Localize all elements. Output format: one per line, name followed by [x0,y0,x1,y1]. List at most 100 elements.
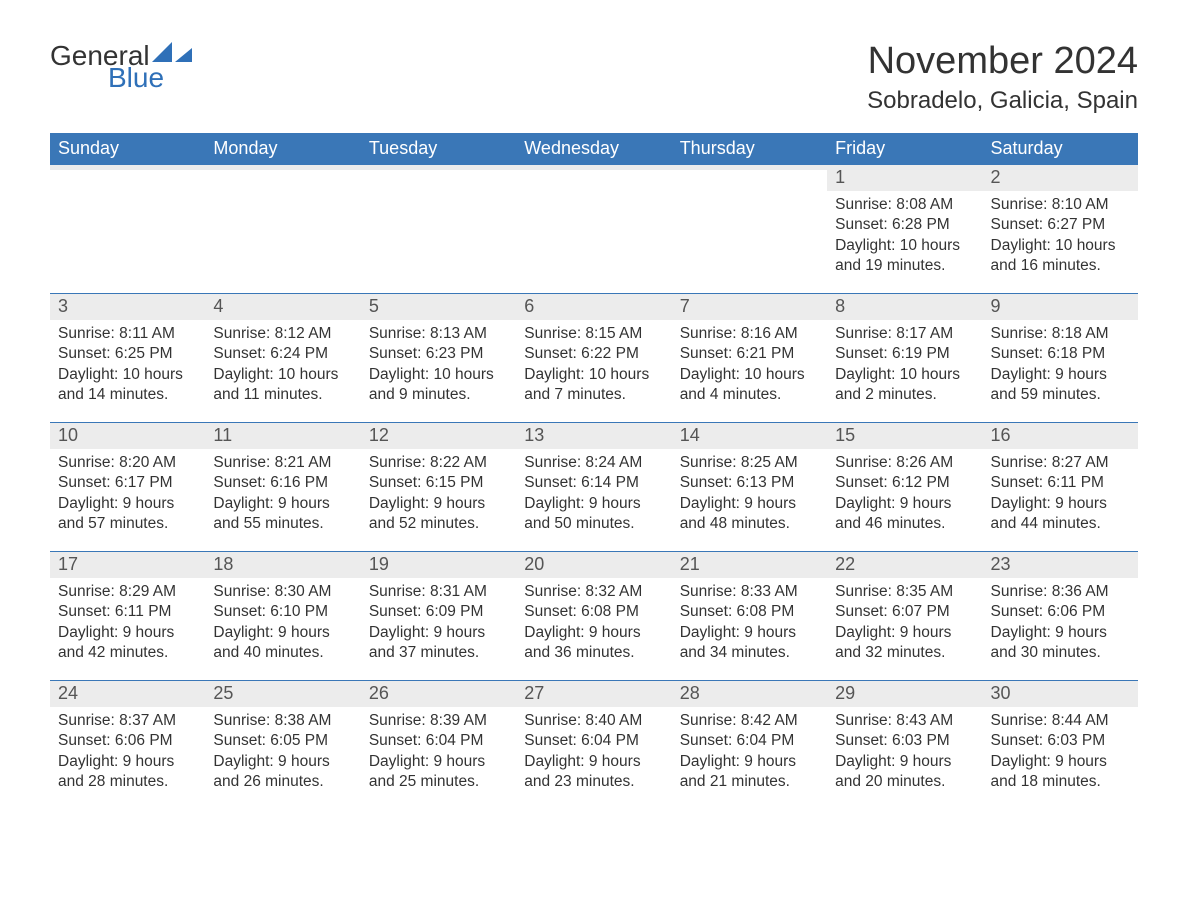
week-row: 24Sunrise: 8:37 AMSunset: 6:06 PMDayligh… [50,680,1138,809]
day-body: Sunrise: 8:31 AMSunset: 6:09 PMDaylight:… [361,578,516,664]
day-number-row [672,165,827,170]
day-number: 28 [680,683,700,703]
day-sunrise: Sunrise: 8:18 AM [991,324,1130,344]
day-sunset: Sunset: 6:27 PM [991,215,1130,235]
day-body: Sunrise: 8:37 AMSunset: 6:06 PMDaylight:… [50,707,205,793]
day-sunrise: Sunrise: 8:25 AM [680,453,819,473]
weekday-header-row: Sunday Monday Tuesday Wednesday Thursday… [50,133,1138,165]
day-body: Sunrise: 8:16 AMSunset: 6:21 PMDaylight:… [672,320,827,406]
day-daylight1: Daylight: 10 hours [835,236,974,256]
day-daylight2: and 48 minutes. [680,514,819,534]
day-daylight2: and 34 minutes. [680,643,819,663]
day-body: Sunrise: 8:32 AMSunset: 6:08 PMDaylight:… [516,578,671,664]
day-number-row: 27 [516,681,671,707]
day-cell: 23Sunrise: 8:36 AMSunset: 6:06 PMDayligh… [983,552,1138,680]
day-number: 29 [835,683,855,703]
day-body: Sunrise: 8:15 AMSunset: 6:22 PMDaylight:… [516,320,671,406]
calendar: Sunday Monday Tuesday Wednesday Thursday… [50,133,1138,809]
day-sunset: Sunset: 6:06 PM [991,602,1130,622]
day-daylight2: and 46 minutes. [835,514,974,534]
month-title: November 2024 [867,40,1138,83]
logo-word-blue: Blue [108,64,194,92]
day-daylight1: Daylight: 9 hours [58,623,197,643]
day-cell: 26Sunrise: 8:39 AMSunset: 6:04 PMDayligh… [361,681,516,809]
day-sunset: Sunset: 6:05 PM [213,731,352,751]
day-body: Sunrise: 8:25 AMSunset: 6:13 PMDaylight:… [672,449,827,535]
weekday-header: Sunday [50,133,205,165]
day-body: Sunrise: 8:43 AMSunset: 6:03 PMDaylight:… [827,707,982,793]
day-number-row: 10 [50,423,205,449]
day-body: Sunrise: 8:12 AMSunset: 6:24 PMDaylight:… [205,320,360,406]
day-number-row: 4 [205,294,360,320]
day-number-row: 3 [50,294,205,320]
day-cell [205,165,360,293]
day-number-row: 28 [672,681,827,707]
day-number: 30 [991,683,1011,703]
day-number: 22 [835,554,855,574]
week-row: 1Sunrise: 8:08 AMSunset: 6:28 PMDaylight… [50,165,1138,293]
day-number: 14 [680,425,700,445]
day-cell: 16Sunrise: 8:27 AMSunset: 6:11 PMDayligh… [983,423,1138,551]
day-cell: 5Sunrise: 8:13 AMSunset: 6:23 PMDaylight… [361,294,516,422]
day-number-row: 22 [827,552,982,578]
day-sunrise: Sunrise: 8:40 AM [524,711,663,731]
day-sunrise: Sunrise: 8:37 AM [58,711,197,731]
day-body: Sunrise: 8:35 AMSunset: 6:07 PMDaylight:… [827,578,982,664]
day-number-row [516,165,671,170]
day-number-row: 25 [205,681,360,707]
day-number: 4 [213,296,223,316]
day-number: 13 [524,425,544,445]
day-number-row: 16 [983,423,1138,449]
day-number-row: 11 [205,423,360,449]
day-cell: 1Sunrise: 8:08 AMSunset: 6:28 PMDaylight… [827,165,982,293]
day-cell: 20 Sunrise: 8:32 AMSunset: 6:08 PMDayligh… [516,552,671,680]
day-daylight2: and 11 minutes. [213,385,352,405]
day-daylight2: and 9 minutes. [369,385,508,405]
day-number-row: 7 [672,294,827,320]
day-number-row [361,165,516,170]
day-number: 10 [58,425,78,445]
weekday-header: Wednesday [516,133,671,165]
day-sunrise: Sunrise: 8:32 AM [524,582,663,602]
day-sunrise: Sunrise: 8:44 AM [991,711,1130,731]
day-sunrise: Sunrise: 8:43 AM [835,711,974,731]
day-cell [50,165,205,293]
day-sunrise: Sunrise: 8:22 AM [369,453,508,473]
day-body: Sunrise: 8:26 AMSunset: 6:12 PMDaylight:… [827,449,982,535]
day-body: Sunrise: 8:30 AMSunset: 6:10 PMDaylight:… [205,578,360,664]
day-daylight1: Daylight: 9 hours [835,494,974,514]
day-number-row: 9 [983,294,1138,320]
day-daylight2: and 59 minutes. [991,385,1130,405]
day-number: 20 [524,554,544,574]
day-daylight2: and 2 minutes. [835,385,974,405]
day-cell: 30 Sunrise: 8:44 AMSunset: 6:03 PMDayligh… [983,681,1138,809]
day-daylight2: and 26 minutes. [213,772,352,792]
day-daylight1: Daylight: 9 hours [991,752,1130,772]
day-number-row: 26 [361,681,516,707]
day-sunrise: Sunrise: 8:10 AM [991,195,1130,215]
day-body: Sunrise: 8:40 AMSunset: 6:04 PMDaylight:… [516,707,671,793]
day-sunrise: Sunrise: 8:11 AM [58,324,197,344]
day-cell: 15Sunrise: 8:26 AMSunset: 6:12 PMDayligh… [827,423,982,551]
day-daylight2: and 16 minutes. [991,256,1130,276]
day-number: 25 [213,683,233,703]
day-sunset: Sunset: 6:10 PM [213,602,352,622]
day-number-row: 18 [205,552,360,578]
day-number-row: 19 [361,552,516,578]
day-cell [516,165,671,293]
day-body: Sunrise: 8:44 AMSunset: 6:03 PMDaylight:… [983,707,1138,793]
day-body: Sunrise: 8:11 AMSunset: 6:25 PMDaylight:… [50,320,205,406]
day-daylight1: Daylight: 9 hours [835,623,974,643]
day-cell: 19Sunrise: 8:31 AMSunset: 6:09 PMDayligh… [361,552,516,680]
title-block: November 2024 Sobradelo, Galicia, Spain [867,40,1138,127]
day-number-row: 6 [516,294,671,320]
day-daylight2: and 18 minutes. [991,772,1130,792]
day-daylight1: Daylight: 10 hours [991,236,1130,256]
day-daylight1: Daylight: 9 hours [369,494,508,514]
day-number-row: 15 [827,423,982,449]
day-daylight2: and 21 minutes. [680,772,819,792]
day-sunset: Sunset: 6:16 PM [213,473,352,493]
day-cell: 9Sunrise: 8:18 AMSunset: 6:18 PMDaylight… [983,294,1138,422]
day-cell: 8Sunrise: 8:17 AMSunset: 6:19 PMDaylight… [827,294,982,422]
day-sunrise: Sunrise: 8:08 AM [835,195,974,215]
